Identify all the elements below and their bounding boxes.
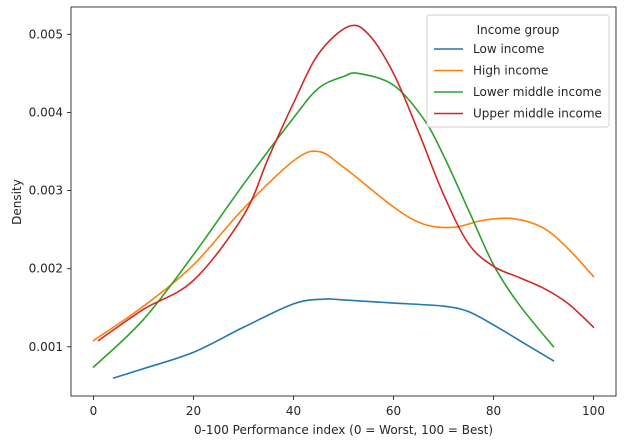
- legend: Income group Low income High income Lower …: [426, 14, 610, 128]
- y-tick-label: 0.002: [29, 262, 63, 276]
- legend-entries: Low income High income Lower middle income…: [434, 42, 602, 121]
- x-tick-label: 20: [186, 404, 201, 418]
- x-tick-label: 0: [90, 404, 98, 418]
- series-line-high-income: [92, 150, 595, 342]
- y-tick-label: 0.004: [29, 105, 63, 119]
- series-line-upper-middle-income: [97, 24, 595, 342]
- x-tick-label: 100: [582, 404, 605, 418]
- legend-box: [426, 14, 610, 128]
- x-tick-label: 40: [286, 404, 301, 418]
- legend-label-low-income: Low income: [473, 42, 544, 56]
- x-axis-ticks: 0 20 40 60 80 100: [90, 396, 605, 418]
- y-axis-title: Density: [10, 179, 24, 225]
- x-tick-label: 60: [386, 404, 401, 418]
- y-tick-label: 0.005: [29, 27, 63, 41]
- legend-title: Income group: [477, 23, 560, 37]
- x-axis-title: 0-100 Performance index (0 = Worst, 100 …: [194, 423, 493, 437]
- legend-label-upper-middle-income: Upper middle income: [473, 107, 602, 121]
- density-curves: [92, 24, 595, 379]
- y-tick-label: 0.003: [29, 184, 63, 198]
- legend-label-high-income: High income: [473, 64, 548, 78]
- series-line-lower-middle-income: [92, 72, 555, 368]
- legend-label-lower-middle-income: Lower middle income: [473, 85, 602, 99]
- series-line-low-income: [112, 298, 555, 379]
- y-tick-label: 0.001: [29, 340, 63, 354]
- plot-area-frame: [70, 6, 617, 397]
- y-axis-ticks: 0.001 0.002 0.003 0.004 0.005: [29, 27, 71, 354]
- x-tick-label: 80: [486, 404, 501, 418]
